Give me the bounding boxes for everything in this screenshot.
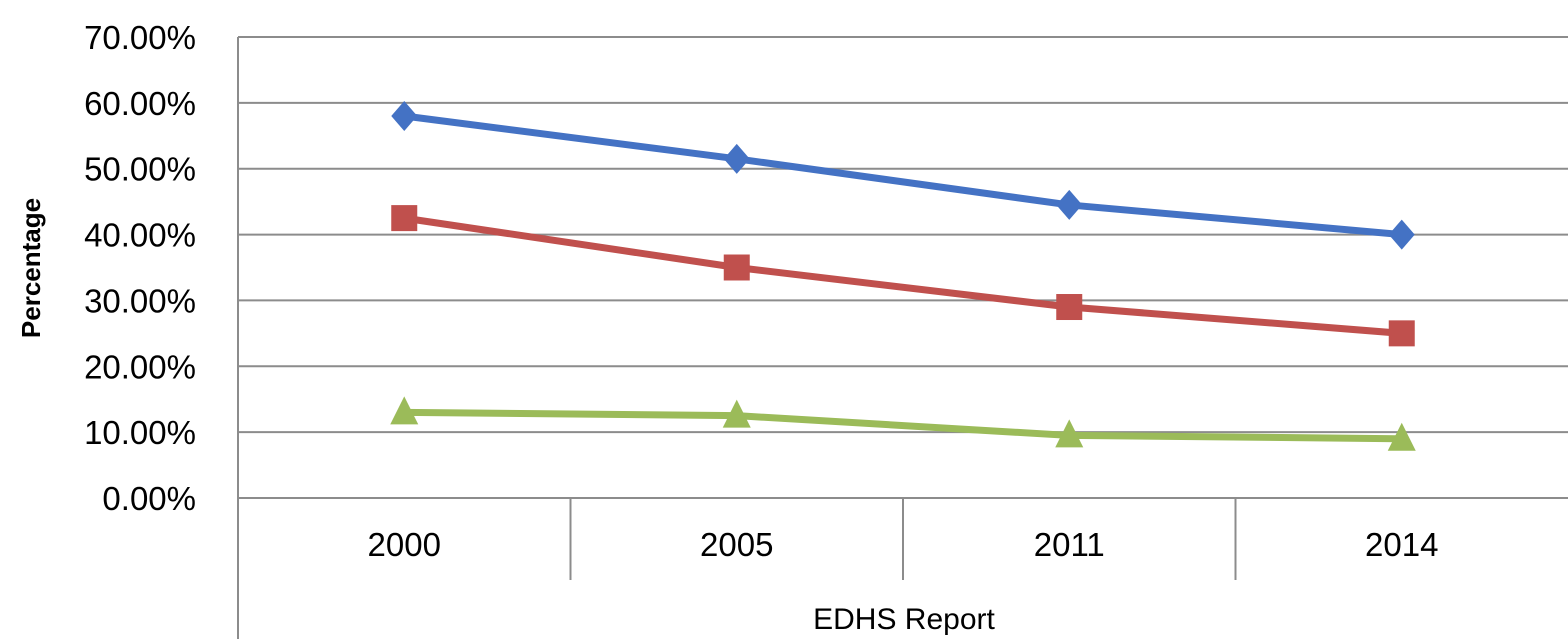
- data-point: [1387, 422, 1416, 451]
- series-line: [400, 214, 1406, 337]
- series-line: [400, 408, 1406, 443]
- x-tick-labels: 2000 2005 2011 2014: [368, 526, 1439, 563]
- data-point: [1388, 219, 1415, 250]
- y-tick-label: 70.00%: [84, 19, 196, 56]
- data-point: [391, 205, 418, 232]
- data-point: [722, 399, 751, 428]
- series-3: [390, 396, 1416, 451]
- gridlines: [238, 36, 1568, 499]
- y-tick-label: 30.00%: [84, 282, 196, 319]
- data-point: [1055, 419, 1084, 448]
- x-axis-title: EDHS Report: [813, 603, 995, 636]
- data-point: [1056, 189, 1083, 220]
- y-axis-title: Percentage: [16, 198, 46, 338]
- series-group: [390, 101, 1416, 451]
- x-tick-label: 2011: [1034, 526, 1105, 563]
- y-tick-label: 50.00%: [84, 151, 196, 188]
- data-point: [1388, 320, 1415, 347]
- y-tick-label: 10.00%: [84, 414, 196, 451]
- x-tick-label: 2014: [1365, 526, 1438, 563]
- series-line: [400, 112, 1406, 239]
- y-tick-label: 60.00%: [84, 85, 196, 122]
- x-tick-label: 2000: [368, 526, 441, 563]
- series-1: [391, 101, 1415, 250]
- data-point: [1056, 294, 1083, 321]
- data-point: [390, 396, 419, 425]
- data-point: [723, 254, 750, 281]
- y-tick-label: 0.00%: [102, 480, 196, 517]
- series-2: [391, 205, 1415, 347]
- x-tick-label: 2005: [700, 526, 773, 563]
- axes: [237, 37, 1237, 639]
- data-point: [391, 101, 418, 132]
- data-point: [723, 143, 750, 174]
- y-tick-label: 20.00%: [84, 348, 196, 385]
- y-tick-labels: 0.00% 10.00% 20.00% 30.00% 40.00% 50.00% 60.00…: [84, 19, 196, 517]
- y-tick-label: 40.00%: [84, 217, 196, 254]
